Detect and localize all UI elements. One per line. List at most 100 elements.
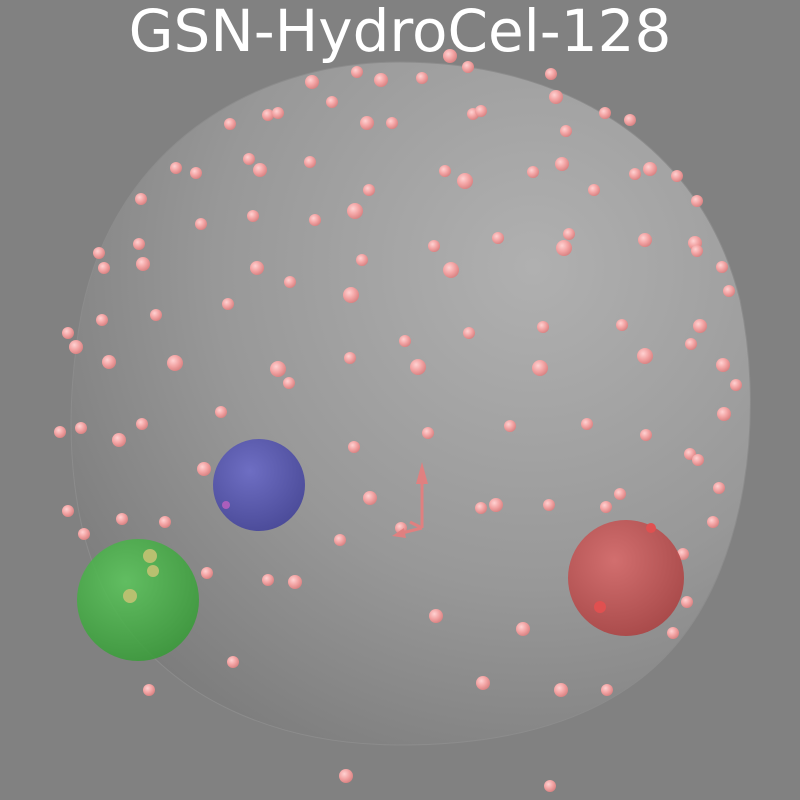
electrode-sphere[interactable]	[348, 441, 360, 453]
electrode-sphere[interactable]	[351, 66, 363, 78]
electrode-sphere[interactable]	[599, 107, 611, 119]
electrode-sphere[interactable]	[537, 321, 549, 333]
electrode-sphere[interactable]	[305, 75, 319, 89]
electrode-sphere[interactable]	[716, 261, 728, 273]
electrode-sphere[interactable]	[136, 257, 150, 271]
electrode-sphere[interactable]	[222, 298, 234, 310]
electrode-sphere[interactable]	[284, 276, 296, 288]
electrode-sphere[interactable]	[475, 105, 487, 117]
electrode-sphere[interactable]	[691, 245, 703, 257]
electrode-sphere[interactable]	[227, 656, 239, 668]
electrode-sphere[interactable]	[243, 153, 255, 165]
electrode-sphere[interactable]	[429, 609, 443, 623]
electrode-sphere[interactable]	[638, 233, 652, 247]
electrode-sphere[interactable]	[247, 210, 259, 222]
electrode-sphere[interactable]	[443, 262, 459, 278]
electrode-sphere[interactable]	[640, 429, 652, 441]
fiducial-lpa-sphere[interactable]	[77, 539, 199, 661]
electrode-sphere[interactable]	[347, 203, 363, 219]
fiducial-nasion-sphere[interactable]	[213, 439, 305, 531]
electrode-sphere[interactable]	[190, 167, 202, 179]
electrode-sphere[interactable]	[197, 462, 211, 476]
electrode-sphere[interactable]	[443, 49, 457, 63]
electrode-sphere[interactable]	[463, 327, 475, 339]
electrode-sphere[interactable]	[102, 355, 116, 369]
electrode-sphere[interactable]	[439, 165, 451, 177]
electrode-sphere[interactable]	[167, 355, 183, 371]
electrode-sphere[interactable]	[462, 61, 474, 73]
electrode-sphere[interactable]	[262, 574, 274, 586]
electrode-sphere[interactable]	[616, 319, 628, 331]
electrode-sphere[interactable]	[356, 254, 368, 266]
electrode-sphere[interactable]	[399, 335, 411, 347]
electrode-sphere[interactable]	[136, 418, 148, 430]
electrode-sphere[interactable]	[96, 314, 108, 326]
electrode-sphere[interactable]	[334, 534, 346, 546]
electrode-sphere[interactable]	[475, 502, 487, 514]
electrode-sphere[interactable]	[98, 262, 110, 274]
electrode-sphere[interactable]	[112, 433, 126, 447]
electrode-sphere[interactable]	[272, 107, 284, 119]
electrode-sphere[interactable]	[685, 338, 697, 350]
electrode-sphere[interactable]	[555, 157, 569, 171]
electrode-sphere[interactable]	[527, 166, 539, 178]
electrode-sphere[interactable]	[304, 156, 316, 168]
electrode-sphere[interactable]	[717, 407, 731, 421]
electrode-sphere[interactable]	[93, 247, 105, 259]
electrode-sphere[interactable]	[588, 184, 600, 196]
electrode-sphere[interactable]	[116, 513, 128, 525]
electrode-sphere[interactable]	[516, 622, 530, 636]
electrode-sphere[interactable]	[159, 516, 171, 528]
electrode-sphere[interactable]	[532, 360, 548, 376]
electrode-sphere[interactable]	[457, 173, 473, 189]
electrode-sphere[interactable]	[201, 567, 213, 579]
electrode-sphere[interactable]	[150, 309, 162, 321]
electrode-sphere[interactable]	[730, 379, 742, 391]
electrode-sphere[interactable]	[581, 418, 593, 430]
electrode-sphere[interactable]	[693, 319, 707, 333]
electrode-sphere[interactable]	[309, 214, 321, 226]
electrode-sphere[interactable]	[563, 228, 575, 240]
electrode-sphere[interactable]	[614, 488, 626, 500]
electrode-sphere[interactable]	[556, 240, 572, 256]
electrode-sphere[interactable]	[344, 352, 356, 364]
electrode-sphere[interactable]	[544, 780, 556, 792]
electrode-sphere[interactable]	[270, 361, 286, 377]
electrode-sphere[interactable]	[716, 358, 730, 372]
electrode-sphere[interactable]	[224, 118, 236, 130]
electrode-sphere[interactable]	[253, 163, 267, 177]
electrode-sphere[interactable]	[360, 116, 374, 130]
electrode-sphere[interactable]	[339, 769, 353, 783]
electrode-sphere[interactable]	[422, 427, 434, 439]
electrode-sphere[interactable]	[600, 501, 612, 513]
electrode-sphere[interactable]	[133, 238, 145, 250]
electrode-sphere[interactable]	[374, 73, 388, 87]
electrode-sphere[interactable]	[643, 162, 657, 176]
electrode-sphere[interactable]	[549, 90, 563, 104]
electrode-sphere[interactable]	[601, 684, 613, 696]
electrode-sphere[interactable]	[416, 72, 428, 84]
electrode-sphere[interactable]	[629, 168, 641, 180]
electrode-sphere[interactable]	[62, 327, 74, 339]
electrode-sphere[interactable]	[262, 109, 274, 121]
electrode-sphere[interactable]	[428, 240, 440, 252]
electrode-sphere[interactable]	[326, 96, 338, 108]
electrode-sphere[interactable]	[681, 596, 693, 608]
fiducial-rpa-sphere[interactable]	[568, 520, 684, 636]
electrode-sphere[interactable]	[288, 575, 302, 589]
electrode-sphere[interactable]	[54, 426, 66, 438]
electrode-sphere[interactable]	[560, 125, 572, 137]
electrode-sphere[interactable]	[78, 528, 90, 540]
electrode-sphere[interactable]	[386, 117, 398, 129]
electrode-sphere[interactable]	[667, 627, 679, 639]
electrode-sphere[interactable]	[723, 285, 735, 297]
electrode-sphere[interactable]	[250, 261, 264, 275]
electrode-sphere[interactable]	[489, 498, 503, 512]
electrode-sphere[interactable]	[492, 232, 504, 244]
electrode-sphere[interactable]	[691, 195, 703, 207]
electrode-sphere[interactable]	[363, 184, 375, 196]
electrode-sphere[interactable]	[363, 491, 377, 505]
electrode-sphere[interactable]	[545, 68, 557, 80]
electrode-sphere[interactable]	[69, 340, 83, 354]
electrode-sphere[interactable]	[343, 287, 359, 303]
